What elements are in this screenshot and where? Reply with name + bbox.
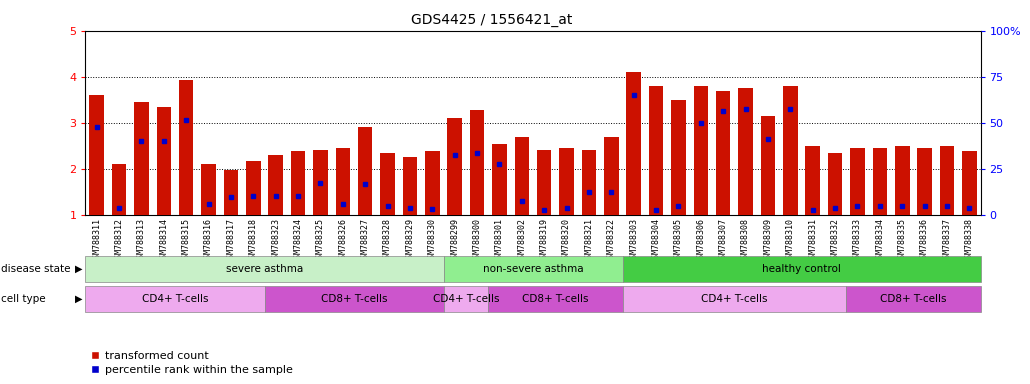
Bar [492,144,507,215]
Text: CD8+ T-cells: CD8+ T-cells [522,294,589,304]
Bar [872,148,887,215]
Bar [828,153,843,215]
Bar [761,116,776,215]
Bar [134,102,148,215]
Text: severe asthma: severe asthma [226,264,303,274]
Bar [847,286,981,312]
Bar [112,164,127,215]
Text: disease state: disease state [1,264,70,274]
Bar [447,118,462,215]
Bar [850,148,865,215]
Bar [444,286,488,312]
Bar [265,286,444,312]
Bar [488,286,622,312]
Bar [380,153,394,215]
Bar [895,146,909,215]
Bar [90,95,104,215]
Bar [201,164,216,215]
Bar [515,137,529,215]
Bar [649,86,663,215]
Bar [336,148,350,215]
Bar [269,155,283,215]
Bar [224,170,238,215]
Bar [403,157,417,215]
Text: CD4+ T-cells: CD4+ T-cells [433,294,500,304]
Bar [693,86,708,215]
Bar [918,148,932,215]
Bar [157,107,171,215]
Bar [537,150,551,215]
Text: CD4+ T-cells: CD4+ T-cells [142,294,208,304]
Bar [622,256,981,282]
Bar [716,91,730,215]
Bar [444,256,622,282]
Bar [626,72,641,215]
Text: GDS4425 / 1556421_at: GDS4425 / 1556421_at [411,13,573,27]
Bar [358,127,373,215]
Text: non-severe asthma: non-severe asthma [483,264,583,274]
Text: CD4+ T-cells: CD4+ T-cells [701,294,767,304]
Bar [470,110,484,215]
Bar [783,86,797,215]
Bar [962,151,976,215]
Bar [290,151,305,215]
Text: healthy control: healthy control [762,264,840,274]
Bar [622,286,847,312]
Legend: transformed count, percentile rank within the sample: transformed count, percentile rank withi… [91,351,294,375]
Bar [425,151,440,215]
Bar [939,146,954,215]
Bar [85,286,265,312]
Bar [805,146,820,215]
Text: cell type: cell type [1,294,45,304]
Bar [85,256,444,282]
Bar [559,148,574,215]
Bar [582,150,596,215]
Bar [246,161,261,215]
Bar [604,137,619,215]
Text: CD8+ T-cells: CD8+ T-cells [881,294,947,304]
Bar [313,150,328,215]
Bar [739,88,753,215]
Text: CD8+ T-cells: CD8+ T-cells [320,294,387,304]
Bar [179,81,194,215]
Text: ▶: ▶ [74,294,82,304]
Bar [672,100,686,215]
Text: ▶: ▶ [74,264,82,274]
